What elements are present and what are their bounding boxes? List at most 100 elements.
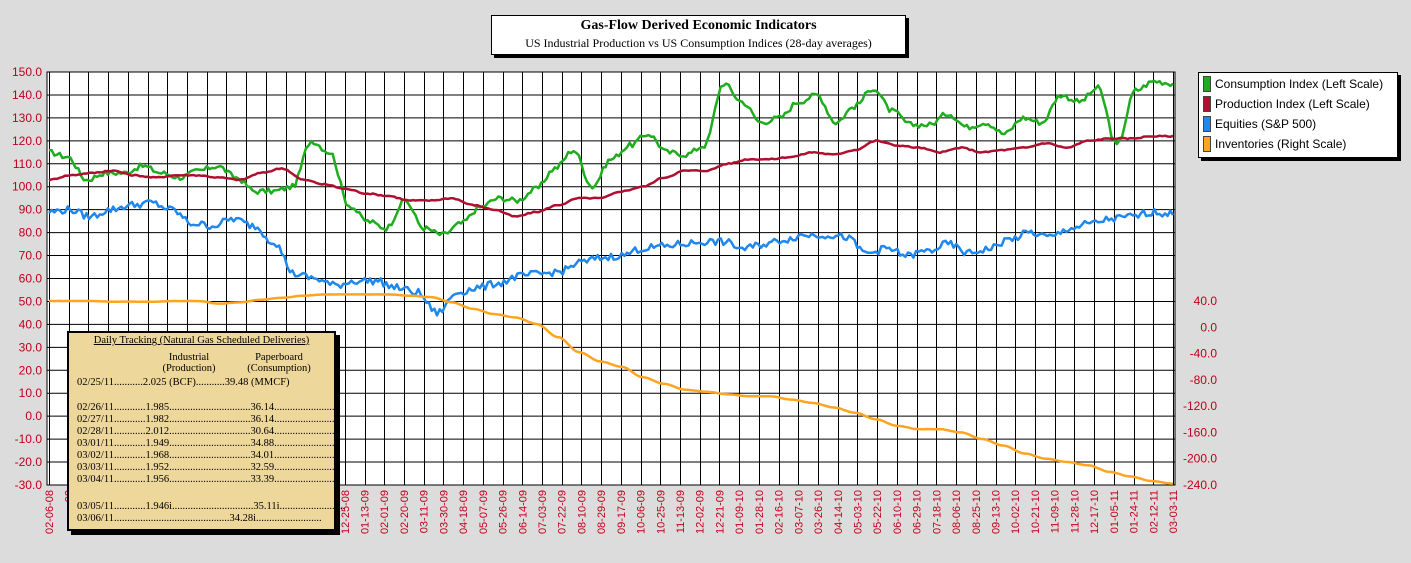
y-left-tick-label: 30.0 xyxy=(19,340,43,354)
x-tick-label: 03-30-09 xyxy=(438,490,450,534)
legend-label: Production Index (Left Scale) xyxy=(1215,97,1370,111)
legend-item-equities: Equities (S&P 500) xyxy=(1203,116,1316,132)
x-tick-label: 02-20-09 xyxy=(399,490,411,534)
y-left-tick-label: 90.0 xyxy=(19,203,43,217)
x-tick-label: 01-28-10 xyxy=(754,490,766,534)
x-tick-label: 02-06-08 xyxy=(44,490,56,534)
y-right-tick-label: -160.0 xyxy=(1183,425,1217,439)
legend-swatch xyxy=(1203,96,1211,112)
legend-item-inventories: Inventories (Right Scale) xyxy=(1203,136,1346,152)
tracking-col-title: Paperboard xyxy=(255,352,303,363)
x-tick-label: 12-21-09 xyxy=(714,490,726,534)
y-left-tick-label: 150.0 xyxy=(12,65,42,79)
y-left-tick-label: 40.0 xyxy=(19,317,43,331)
y-right-tick-label: 40.0 xyxy=(1194,294,1218,308)
legend-label: Inventories (Right Scale) xyxy=(1215,137,1347,151)
x-tick-label: 05-03-10 xyxy=(852,490,864,534)
x-tick-label: 03-07-10 xyxy=(793,490,805,534)
x-tick-label: 06-14-09 xyxy=(517,490,529,534)
right-axis: 40.0 0.0 -40.0 -80.0 -120.0 -160.0 -200.0 -240.… xyxy=(1183,294,1217,492)
y-right-tick-label: -80.0 xyxy=(1190,373,1218,387)
y-left-tick-label: 120.0 xyxy=(12,134,42,148)
x-tick-label: 03-03-11 xyxy=(1168,490,1180,533)
y-left-tick-label: -20.0 xyxy=(15,455,43,469)
y-left-tick-label: 20.0 xyxy=(19,363,43,377)
y-right-tick-label: -200.0 xyxy=(1183,452,1217,466)
tracking-col-paperboard: Paperboard (Consumption) xyxy=(229,352,329,374)
x-tick-label: 10-25-09 xyxy=(655,490,667,534)
tracking-row: 02/27/11............1.982...............… xyxy=(77,414,340,425)
x-tick-label: 04-18-09 xyxy=(458,490,470,534)
x-tick-label: 06-29-10 xyxy=(912,490,924,534)
tracking-col-title: Industrial xyxy=(168,352,210,363)
y-left-tick-label: 60.0 xyxy=(19,272,43,286)
x-tick-label: 01-13-09 xyxy=(360,490,372,534)
y-right-tick-label: -240.0 xyxy=(1183,478,1217,492)
tracking-col-industrial: Industrial (Production) xyxy=(139,352,239,374)
x-tick-label: 05-22-10 xyxy=(872,490,884,534)
x-tick-label: 12-25-08 xyxy=(340,490,352,534)
x-tick-label: 04-14-10 xyxy=(833,490,845,534)
tracking-row: 02/28/11............2.012...............… xyxy=(77,426,340,437)
legend-item-consumption: Consumption Index (Left Scale) xyxy=(1203,76,1383,92)
x-tick-label: 07-18-10 xyxy=(931,490,943,534)
daily-tracking-panel: Daily Tracking (Natural Gas Scheduled De… xyxy=(67,331,345,531)
legend-swatch xyxy=(1203,116,1211,132)
x-tick-label: 07-03-09 xyxy=(537,490,549,534)
legend-swatch xyxy=(1203,136,1211,152)
tracking-header: Daily Tracking (Natural Gas Scheduled De… xyxy=(93,335,310,346)
series-lines xyxy=(48,79,1175,485)
tracking-row: 03/06/11................................… xyxy=(77,513,322,524)
x-tick-label: 08-06-10 xyxy=(951,490,963,534)
y-left-tick-label: 50.0 xyxy=(19,294,43,308)
x-tick-label: 02-16-10 xyxy=(774,490,786,534)
x-tick-label: 01-05-11 xyxy=(1109,490,1121,533)
y-right-tick-label: 0.0 xyxy=(1200,320,1217,334)
y-left-tick-label: 110.0 xyxy=(13,157,42,171)
x-tick-label: 05-26-09 xyxy=(498,490,510,534)
x-tick-label: 01-24-11 xyxy=(1129,490,1141,533)
chart-title: Gas-Flow Derived Economic Indicators xyxy=(580,18,817,33)
tracking-row: 03/03/11............1.952...............… xyxy=(77,462,340,473)
x-tick-label: 05-07-09 xyxy=(478,490,490,534)
x-tick-label: 02-01-09 xyxy=(379,490,391,534)
y-right-tick-label: -40.0 xyxy=(1190,347,1218,361)
x-tick-label: 10-21-10 xyxy=(1030,490,1042,534)
legend-label: Equities (S&P 500) xyxy=(1215,117,1317,131)
legend: Consumption Index (Left Scale) Productio… xyxy=(1198,72,1398,158)
x-tick-label: 12-17-10 xyxy=(1089,490,1101,534)
x-tick-label: 01-09-10 xyxy=(734,490,746,534)
series-line-3 xyxy=(49,293,1174,485)
series-line-1 xyxy=(48,134,1174,218)
x-tick-label: 07-22-09 xyxy=(557,490,569,534)
x-tick-label: 08-10-09 xyxy=(576,490,588,534)
x-tick-label: 11-09-10 xyxy=(1050,490,1062,533)
y-left-tick-label: 0.0 xyxy=(25,409,42,423)
chart-subtitle: US Industrial Production vs US Consumpti… xyxy=(525,36,872,50)
x-tick-label: 08-29-09 xyxy=(596,490,608,534)
x-tick-label: 11-28-10 xyxy=(1069,490,1081,533)
left-axis: 150.0 140.0 130.0 120.0 110.0 100.0 90.0 80.0 70… xyxy=(12,65,42,492)
x-tick-label: 03-26-10 xyxy=(813,490,825,534)
x-tick-label: 02-12-11 xyxy=(1148,490,1160,533)
tracking-row: 03/01/11............1.949...............… xyxy=(77,438,340,449)
y-left-tick-label: 80.0 xyxy=(19,226,43,240)
x-tick-label: 09-13-10 xyxy=(991,490,1003,534)
x-tick-label: 11-13-09 xyxy=(675,490,687,533)
y-right-tick-label: -120.0 xyxy=(1183,399,1217,413)
y-left-tick-label: 10.0 xyxy=(19,386,43,400)
legend-item-production: Production Index (Left Scale) xyxy=(1203,96,1370,112)
tracking-row: 03/05/11............1.946i..............… xyxy=(77,501,346,512)
y-left-tick-label: 130.0 xyxy=(12,111,42,125)
y-left-tick-label: 100.0 xyxy=(12,180,42,194)
x-tick-label: 12-02-09 xyxy=(695,490,707,534)
series-line-0 xyxy=(49,79,1174,237)
x-tick-label: 10-02-10 xyxy=(1010,490,1022,534)
x-tick-label: 09-17-09 xyxy=(616,490,628,534)
grid xyxy=(47,71,1175,486)
chart-title-box: Gas-Flow Derived Economic Indicators US … xyxy=(491,15,906,55)
y-left-tick-label: 70.0 xyxy=(19,249,43,263)
y-left-tick-label: -30.0 xyxy=(15,478,43,492)
legend-label: Consumption Index (Left Scale) xyxy=(1215,77,1384,91)
y-left-tick-label: -10.0 xyxy=(15,432,43,446)
